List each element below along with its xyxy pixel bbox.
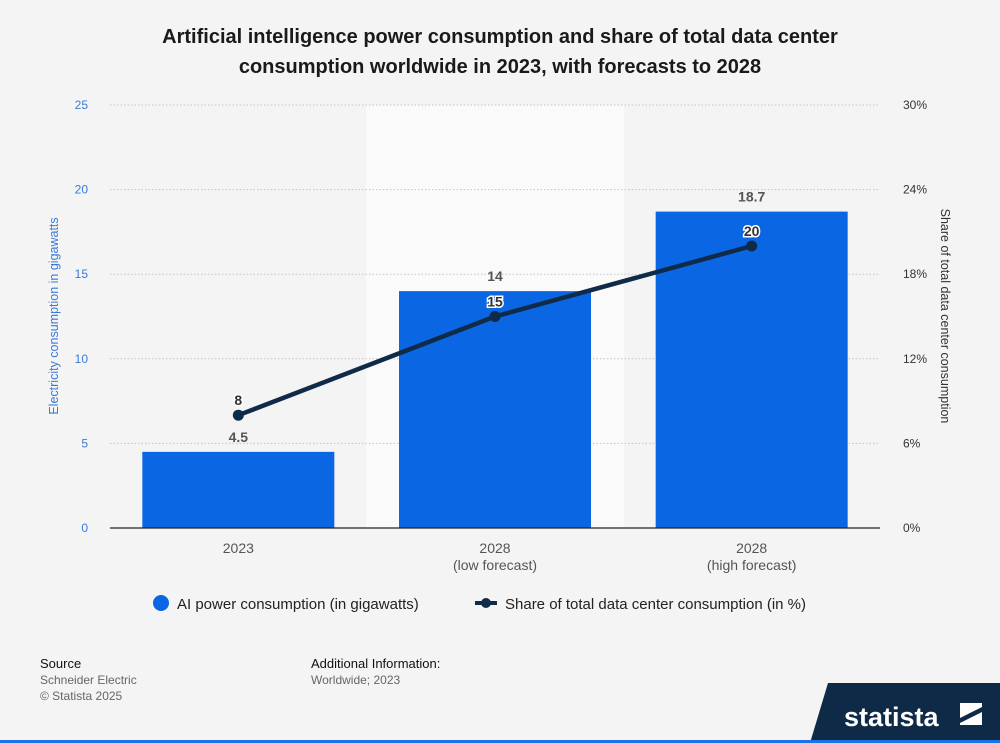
category-labels: 2023 2028(low forecast)2028(high forecast… bbox=[223, 540, 797, 573]
bar[interactable] bbox=[399, 291, 591, 528]
y-tick-right: 0% bbox=[903, 521, 921, 535]
line-point[interactable] bbox=[746, 240, 758, 252]
x-tick-label: 2028 bbox=[736, 540, 767, 556]
y-axis-title-right: Share of total data center consumption bbox=[938, 209, 952, 424]
source-name[interactable]: Schneider Electric bbox=[40, 673, 137, 687]
source-block: Source Schneider Electric © Statista 202… bbox=[40, 656, 137, 704]
x-tick-label: 2028 bbox=[479, 540, 510, 556]
y-tick-left: 20 bbox=[75, 183, 89, 197]
x-tick-label: (high forecast) bbox=[707, 557, 796, 573]
bar[interactable] bbox=[655, 211, 848, 528]
y-tick-left: 25 bbox=[75, 98, 89, 112]
y-tick-right: 30% bbox=[903, 98, 927, 112]
right-axis-ticks: 0% 6% 12% 18% 24% 30% bbox=[903, 98, 927, 535]
line-value-label: 8 bbox=[234, 392, 242, 408]
legend-bar-marker[interactable] bbox=[153, 595, 169, 611]
y-tick-right: 24% bbox=[903, 183, 927, 197]
y-tick-left: 10 bbox=[75, 352, 89, 366]
y-tick-left: 15 bbox=[75, 267, 89, 281]
y-axis-title-left: Electricity consumption in gigawatts bbox=[47, 217, 61, 414]
line-value-labels: 8 15 20 bbox=[233, 222, 761, 410]
additional-info-block: Additional Information: Worldwide; 2023 bbox=[311, 656, 440, 688]
bar-value-label: 14 bbox=[487, 268, 503, 284]
line-point[interactable] bbox=[232, 409, 244, 421]
y-tick-left: 5 bbox=[81, 436, 88, 450]
additional-info-value: Worldwide; 2023 bbox=[311, 673, 401, 687]
y-tick-right: 18% bbox=[903, 267, 927, 281]
legend: AI power consumption (in gigawatts) Shar… bbox=[153, 595, 806, 613]
bar-value-labels: 4.5 14 18.7 bbox=[229, 189, 766, 445]
bar-value-label: 4.5 bbox=[229, 429, 249, 445]
chart-title-line-1: Artificial intelligence power consumptio… bbox=[162, 26, 838, 48]
statista-logo-text: statista bbox=[844, 702, 940, 732]
line-value-label: 20 bbox=[744, 223, 760, 239]
line-value-label: 15 bbox=[487, 294, 503, 310]
y-tick-right: 6% bbox=[903, 436, 921, 450]
bar-value-label: 18.7 bbox=[738, 189, 765, 205]
legend-line-label[interactable]: Share of total data center consumption (… bbox=[505, 596, 806, 613]
copyright: © Statista 2025 bbox=[40, 689, 123, 703]
legend-line-dot bbox=[481, 598, 491, 608]
statista-logo-icon bbox=[960, 703, 982, 725]
x-tick-label: (low forecast) bbox=[453, 557, 537, 573]
legend-bar-label[interactable]: AI power consumption (in gigawatts) bbox=[177, 596, 419, 613]
y-tick-right: 12% bbox=[903, 352, 927, 366]
bar[interactable] bbox=[142, 451, 335, 528]
bottom-accent-rule bbox=[0, 740, 1000, 743]
line-point[interactable] bbox=[489, 311, 501, 322]
y-tick-left: 0 bbox=[81, 521, 88, 535]
left-axis-ticks: 0 5 10 15 20 25 bbox=[75, 98, 89, 535]
additional-info-heading[interactable]: Additional Information: bbox=[311, 656, 441, 671]
share-line bbox=[232, 240, 758, 421]
x-tick-label: 2023 bbox=[223, 540, 254, 556]
source-heading: Source bbox=[40, 656, 82, 671]
statista-logo[interactable]: statista bbox=[810, 683, 1000, 743]
chart-title-line-2: consumption worldwide in 2023, with fore… bbox=[239, 56, 761, 78]
